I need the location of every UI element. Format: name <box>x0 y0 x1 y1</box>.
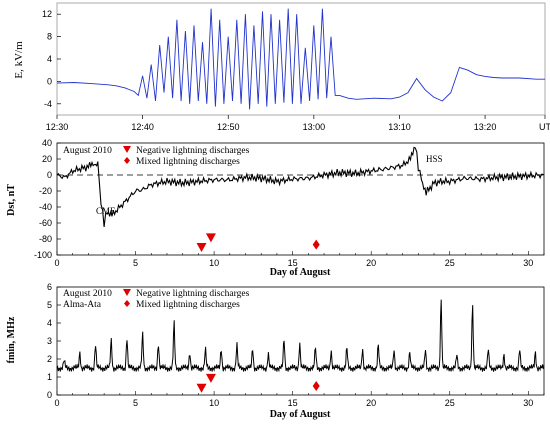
fmin-ytick-label: 4 <box>47 318 52 328</box>
dst-xtick-label: 30 <box>523 258 533 268</box>
panel-e-field-ylabel: E, kV/m <box>13 41 25 79</box>
fmin-xtick-label: 25 <box>445 398 455 408</box>
dst-xtick-label: 15 <box>288 258 298 268</box>
panel-fmin-title: August 2010 <box>63 289 112 299</box>
dst-ytick-label: -40 <box>39 202 52 212</box>
e-field-series-line <box>56 8 545 110</box>
dst-xtick-label: 0 <box>54 258 59 268</box>
panel-fmin-legend-mixed: Mixed lightning discharges <box>136 300 240 310</box>
e-ytick-label: 8 <box>47 32 52 42</box>
dst-ytick-label: -20 <box>39 186 52 196</box>
panel-e-field: E, kV/m -4 0 4 8 12 12:30 12:40 12:50 13:00 13:1… <box>13 2 550 132</box>
panel-fmin-ylabel: fmin, MHz <box>6 316 17 363</box>
legend-mixed-marker-2 <box>124 300 130 307</box>
panel-dst-frame <box>56 142 545 256</box>
e-ytick-label: 4 <box>47 54 52 64</box>
dst-xtick-label: 25 <box>445 258 455 268</box>
legend-neg-marker <box>123 146 131 153</box>
e-xtick-label: 13:20 <box>474 122 497 132</box>
legend-neg-marker-2 <box>123 289 131 296</box>
fmin-xtick-label: 20 <box>366 398 376 408</box>
dst-xtick-label: 10 <box>209 258 219 268</box>
panel-dst-title: August 2010 <box>63 146 112 156</box>
neg-lightning-marker <box>205 373 216 383</box>
dst-series-line <box>56 146 545 227</box>
e-ytick-label: 12 <box>42 9 52 19</box>
e-xtick-label: 13:00 <box>303 122 326 132</box>
dst-ytick-label: 40 <box>42 138 52 148</box>
e-xtick-label: 13:10 <box>388 122 411 132</box>
panel-dst-legend-neg: Negative lightning discharges <box>136 146 250 156</box>
dst-ytick-label: 20 <box>42 154 52 164</box>
panel-fmin-subtitle: Alma-Ata <box>63 300 102 310</box>
fmin-xtick-label: 5 <box>133 398 138 408</box>
e-xtick-label: 12:30 <box>46 122 69 132</box>
neg-lightning-marker <box>196 383 207 393</box>
legend-mixed-marker <box>124 157 130 164</box>
fmin-ytick-label: 2 <box>47 354 52 364</box>
fmin-xtick-label: 0 <box>54 398 59 408</box>
fmin-ytick-label: 5 <box>47 300 52 310</box>
panel-fmin-xlabel: Day of August <box>270 409 331 420</box>
panel-fmin: fmin, MHz Day of August August 2010 Alma… <box>6 282 545 420</box>
dst-ytick-label: -60 <box>39 218 52 228</box>
mixed-lightning-marker <box>312 381 320 391</box>
dst-ytick-label: -100 <box>34 250 52 260</box>
panel-dst-ylabel: Dst, nT <box>6 184 17 216</box>
dst-xtick-label: 20 <box>366 258 376 268</box>
dst-ytick-label: -80 <box>39 234 52 244</box>
fmin-xtick-label: 30 <box>523 398 533 408</box>
neg-lightning-marker <box>196 243 207 252</box>
e-ytick-label: -4 <box>44 99 52 109</box>
e-xtick-label: UT <box>539 122 550 132</box>
panel-dst: Dst, nT Day of August August 2010 Negati… <box>6 138 545 278</box>
dst-ytick-label: 0 <box>47 170 52 180</box>
fmin-ytick-label: 1 <box>47 372 52 382</box>
fmin-ytick-label: 3 <box>47 336 52 346</box>
panel-fmin-legend-neg: Negative lightning discharges <box>136 289 250 299</box>
annotation-cme: CME <box>96 206 116 216</box>
fmin-ytick-label: 0 <box>47 390 52 400</box>
e-xtick-label: 12:40 <box>131 122 154 132</box>
annotation-hss: HSS <box>426 154 443 164</box>
fmin-xtick-label: 10 <box>209 398 219 408</box>
e-ytick-label: 0 <box>47 76 52 86</box>
dst-xtick-label: 5 <box>133 258 138 268</box>
fmin-ytick-label: 6 <box>47 282 52 292</box>
panel-dst-legend-mixed: Mixed lightning discharges <box>136 157 240 167</box>
mixed-lightning-marker <box>312 239 320 250</box>
neg-lightning-marker <box>205 233 216 243</box>
fmin-xtick-label: 15 <box>288 398 298 408</box>
panel-dst-xlabel: Day of August <box>270 267 331 278</box>
e-xtick-label: 12:50 <box>217 122 240 132</box>
panel-fmin-frame <box>56 286 545 396</box>
fmin-series-line <box>56 299 545 373</box>
